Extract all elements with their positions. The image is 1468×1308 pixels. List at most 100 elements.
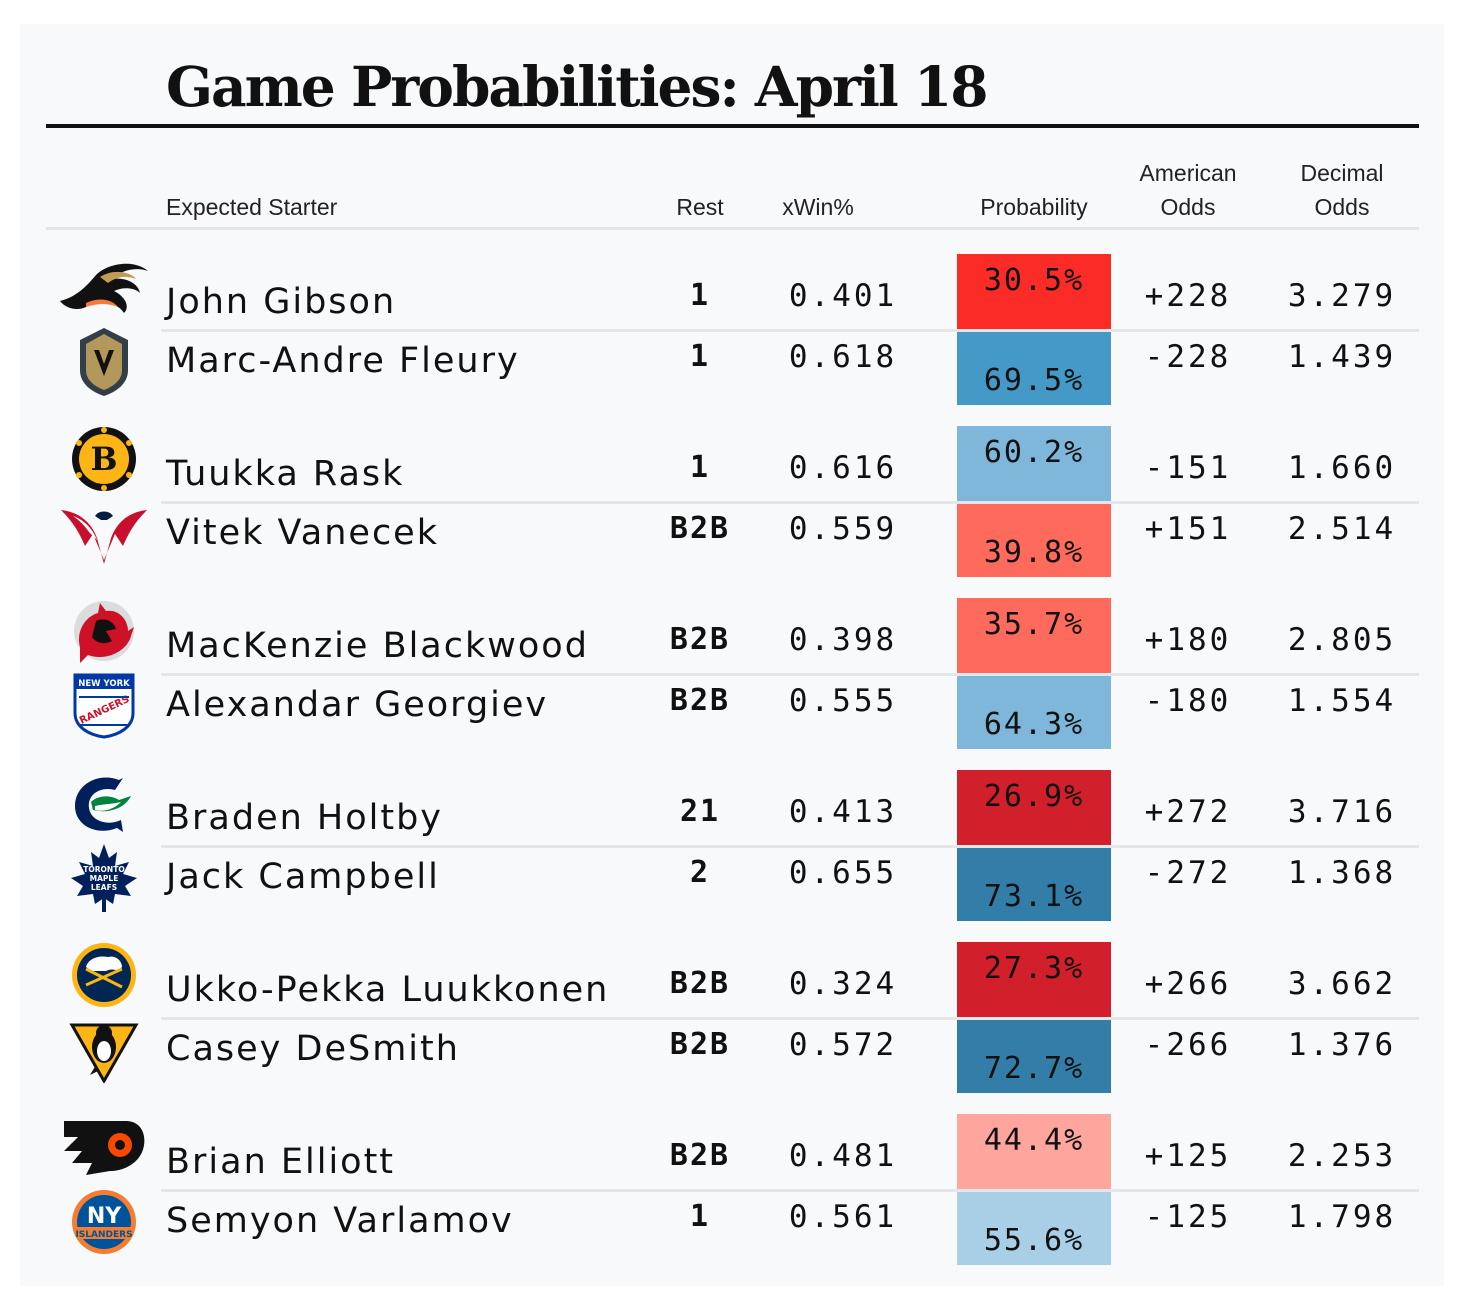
decimal-odds-value: 2.253	[1287, 1138, 1397, 1174]
table-row: Ukko-Pekka Luukkonen B2B 0.324 27.3% +266 3.6…	[20, 942, 1444, 1017]
rest-value: 21	[679, 794, 721, 829]
xwin-value: 0.481	[788, 1138, 898, 1174]
starter-name: Ukko-Pekka Luukkonen	[166, 970, 610, 1010]
xwin-value: 0.324	[788, 966, 898, 1002]
probability-cell: 60.2%	[957, 426, 1111, 501]
header-american-odds: American Odds	[1139, 160, 1237, 220]
table-row: TORONTO MAPLE LEAFS Jack Campbell 2 0.655 7…	[20, 844, 1444, 921]
probability-value: 55.6%	[983, 1223, 1085, 1258]
american-odds-value: -151	[1144, 450, 1232, 486]
american-odds-value: +228	[1144, 278, 1232, 314]
probability-value: 64.3%	[983, 707, 1085, 742]
table-row: Vitek Vanecek B2B 0.559 39.8% +151 2.514	[20, 502, 1444, 577]
american-odds-value: +180	[1144, 622, 1232, 658]
probability-cell: 26.9%	[957, 770, 1111, 845]
xwin-value: 0.559	[788, 511, 898, 547]
probability-cell: 73.1%	[957, 846, 1111, 921]
boston-bruins-logo-icon: B	[56, 422, 152, 496]
probability-cell: 27.3%	[957, 942, 1111, 1017]
decimal-odds-value: 3.716	[1287, 794, 1397, 830]
starter-name: Alexandar Georgiev	[166, 685, 549, 725]
starter-name: Semyon Varlamov	[166, 1201, 514, 1241]
new-jersey-devils-logo-icon	[56, 594, 152, 668]
probability-value: 27.3%	[983, 951, 1085, 986]
american-odds-value: -125	[1144, 1199, 1232, 1235]
row-divider	[161, 1189, 1419, 1192]
washington-capitals-logo-icon	[56, 497, 152, 571]
leafs-logo-text-1: TORONTO	[83, 865, 124, 874]
table-row: NY ISLANDERS Semyon Varlamov 1 0.561 55.6% -…	[20, 1190, 1444, 1265]
probability-cell: 44.4%	[957, 1114, 1111, 1189]
rest-value: 2	[689, 855, 711, 890]
vancouver-canucks-logo-icon	[56, 766, 152, 840]
probability-value: 35.7%	[983, 607, 1085, 642]
probability-value: 26.9%	[983, 779, 1085, 814]
svg-text:B: B	[90, 440, 117, 478]
row-divider	[161, 329, 1419, 332]
rest-value: 1	[689, 450, 711, 485]
islanders-logo-text-1: NY	[87, 1204, 122, 1229]
header-divider	[46, 227, 1419, 230]
american-odds-value: -228	[1144, 339, 1232, 375]
american-odds-value: -272	[1144, 855, 1232, 891]
header-probability: Probability	[980, 194, 1088, 220]
probability-value: 44.4%	[983, 1123, 1085, 1158]
xwin-value: 0.616	[788, 450, 898, 486]
xwin-value: 0.555	[788, 683, 898, 719]
decimal-odds-value: 3.279	[1287, 278, 1397, 314]
islanders-logo-text-2: ISLANDERS	[75, 1230, 132, 1240]
rest-value: 1	[689, 339, 711, 374]
rangers-logo-text-1: NEW YORK	[78, 679, 130, 689]
probability-cell: 35.7%	[957, 598, 1111, 673]
decimal-odds-value: 1.554	[1287, 683, 1397, 719]
page-title: Game Probabilities: April 18	[166, 54, 988, 119]
probability-value: 39.8%	[983, 535, 1085, 570]
buffalo-sabres-logo-icon	[56, 938, 152, 1012]
probability-cell: 39.8%	[957, 502, 1111, 577]
probability-value: 69.5%	[983, 363, 1085, 398]
rest-value: B2B	[669, 511, 731, 546]
decimal-odds-value: 2.514	[1287, 511, 1397, 547]
decimal-odds-value: 1.660	[1287, 450, 1397, 486]
american-odds-value: +266	[1144, 966, 1232, 1002]
xwin-value: 0.618	[788, 339, 898, 375]
starter-name: Casey DeSmith	[166, 1029, 460, 1069]
probability-cell: 30.5%	[957, 254, 1111, 329]
row-divider	[161, 845, 1419, 848]
leafs-logo-text-2: MAPLE	[90, 874, 119, 883]
american-odds-value: -266	[1144, 1027, 1232, 1063]
decimal-odds-value: 1.368	[1287, 855, 1397, 891]
rest-value: B2B	[669, 683, 731, 718]
table-row: NEW YORK RANGERS Alexandar Georgiev B2B 0.…	[20, 673, 1444, 749]
header-xwin: xWin%	[782, 194, 854, 220]
header-expected-starter: Expected Starter	[166, 194, 338, 220]
table-row: Marc-Andre Fleury 1 0.618 69.5% -228 1.439	[20, 328, 1444, 405]
rest-value: B2B	[669, 1027, 731, 1062]
rest-value: 1	[689, 278, 711, 313]
american-odds-value: -180	[1144, 683, 1232, 719]
decimal-odds-value: 1.439	[1287, 339, 1397, 375]
table-row: Brian Elliott B2B 0.481 44.4% +125 2.253	[20, 1114, 1444, 1189]
table-row: Braden Holtby 21 0.413 26.9% +272 3.716	[20, 770, 1444, 845]
philadelphia-flyers-logo-icon	[56, 1110, 152, 1184]
table-row: B Tuukka Rask 1 0.616 60.2% -151 1.660	[20, 426, 1444, 501]
row-divider	[161, 1017, 1419, 1020]
starter-name: Vitek Vanecek	[166, 513, 439, 553]
starter-name: MacKenzie Blackwood	[166, 626, 589, 666]
new-york-rangers-logo-icon: NEW YORK RANGERS	[56, 669, 152, 743]
probabilities-card: Game Probabilities: April 18 Expected St…	[20, 24, 1444, 1286]
row-divider	[161, 673, 1419, 676]
probability-value: 72.7%	[983, 1051, 1085, 1086]
probability-value: 30.5%	[983, 263, 1085, 298]
starter-name: Marc-Andre Fleury	[166, 341, 520, 381]
rest-value: 1	[689, 1199, 711, 1234]
starter-name: Tuukka Rask	[166, 454, 405, 494]
american-odds-value: +151	[1144, 511, 1232, 547]
decimal-odds-value: 2.805	[1287, 622, 1397, 658]
title-divider	[46, 124, 1419, 128]
table-row: Casey DeSmith B2B 0.572 72.7% -266 1.376	[20, 1018, 1444, 1093]
xwin-value: 0.572	[788, 1027, 898, 1063]
table-row: John Gibson 1 0.401 30.5% +228 3.279	[20, 254, 1444, 329]
probability-cell: 69.5%	[957, 330, 1111, 405]
new-york-islanders-logo-icon: NY ISLANDERS	[56, 1185, 152, 1259]
